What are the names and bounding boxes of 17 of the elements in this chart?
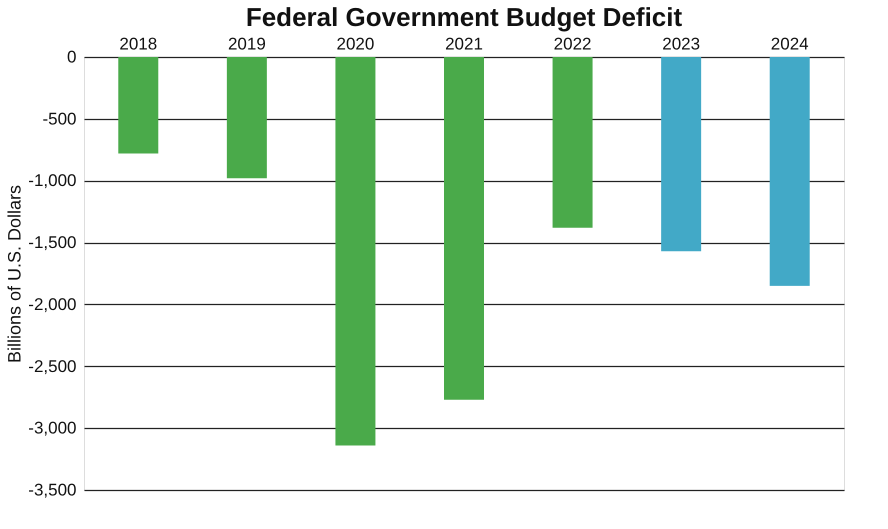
y-tick-label: -500 xyxy=(42,109,76,128)
y-tick-label: -1,500 xyxy=(28,233,76,252)
y-tick-label: -2,500 xyxy=(28,356,76,376)
y-tick-label: -3,500 xyxy=(28,480,76,500)
x-tick-label: 2019 xyxy=(228,34,266,54)
y-tick-label: -1,000 xyxy=(28,171,76,190)
x-tick-label: 2024 xyxy=(770,34,809,54)
x-tick-label: 2021 xyxy=(445,34,483,54)
y-tick-label: -2,000 xyxy=(28,294,76,314)
chart-title: Federal Government Budget Deficit xyxy=(246,2,682,32)
y-tick-label: 0 xyxy=(67,48,76,66)
x-tick-label: 2018 xyxy=(119,34,158,54)
x-tick-label: 2022 xyxy=(554,34,592,54)
y-tick-label: -3,000 xyxy=(28,418,76,438)
x-tick-label: 2020 xyxy=(336,34,374,54)
x-tick-label: 2023 xyxy=(662,34,700,54)
y-axis-title: Billions of U.S. Dollars xyxy=(4,184,24,364)
